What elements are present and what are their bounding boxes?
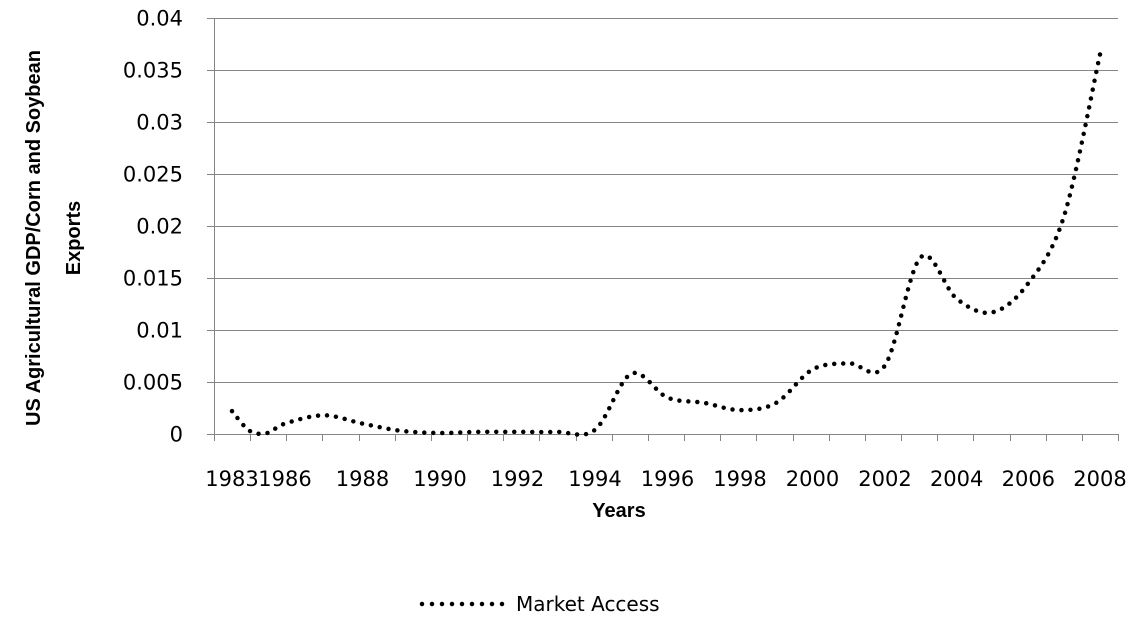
y-tick-labels: 0 0.005 0.01 0.015 0.02 0.025 0.03 0.035 0.04 <box>123 7 183 447</box>
axes <box>207 18 1119 441</box>
x-axis-title: Years <box>592 500 645 522</box>
x-tick-labels: 1983 1986 1988 1990 1992 1994 1996 1998 2000 2002… <box>205 467 1126 491</box>
y-tick-label: 0.04 <box>136 7 183 31</box>
y-tick-label: 0.025 <box>123 163 183 187</box>
x-tick-label: 1988 <box>336 467 389 491</box>
x-tick-label: 1998 <box>713 467 766 491</box>
x-tick-label: 1996 <box>641 467 694 491</box>
legend: Market Access <box>419 592 660 616</box>
y-tick-label: 0 <box>170 423 183 447</box>
series-layer <box>229 52 1103 437</box>
y-tick-label: 0.02 <box>136 215 183 239</box>
y-axis-title-line-1: US Agricultural GDP/Corn and Soybean <box>23 50 45 426</box>
x-tick-label: 1994 <box>568 467 621 491</box>
x-tick-label: 2008 <box>1073 467 1126 491</box>
y-tick-label: 0.035 <box>123 59 183 83</box>
x-tick-label: 2004 <box>930 467 983 491</box>
gridlines <box>214 18 1118 383</box>
series-line-market-access <box>229 52 1103 437</box>
x-tick-label: 2000 <box>786 467 839 491</box>
y-tick-label: 0.015 <box>123 267 183 291</box>
y-tick-label: 0.03 <box>136 111 183 135</box>
legend-label-market-access: Market Access <box>516 592 660 616</box>
x-tick-label: 2002 <box>858 467 911 491</box>
y-axis-title: US Agricultural GDP/Corn and Soybean Exp… <box>23 50 85 426</box>
x-tick-label: 1992 <box>491 467 544 491</box>
x-tick-label: 1986 <box>258 467 311 491</box>
y-tick-label: 0.005 <box>123 371 183 395</box>
x-tick-label: 1990 <box>413 467 466 491</box>
x-tick-label: 1983 <box>205 467 258 491</box>
y-tick-label: 0.01 <box>136 319 183 343</box>
x-tick-label: 2006 <box>1002 467 1055 491</box>
y-axis-title-line-2: Exports <box>63 201 85 275</box>
